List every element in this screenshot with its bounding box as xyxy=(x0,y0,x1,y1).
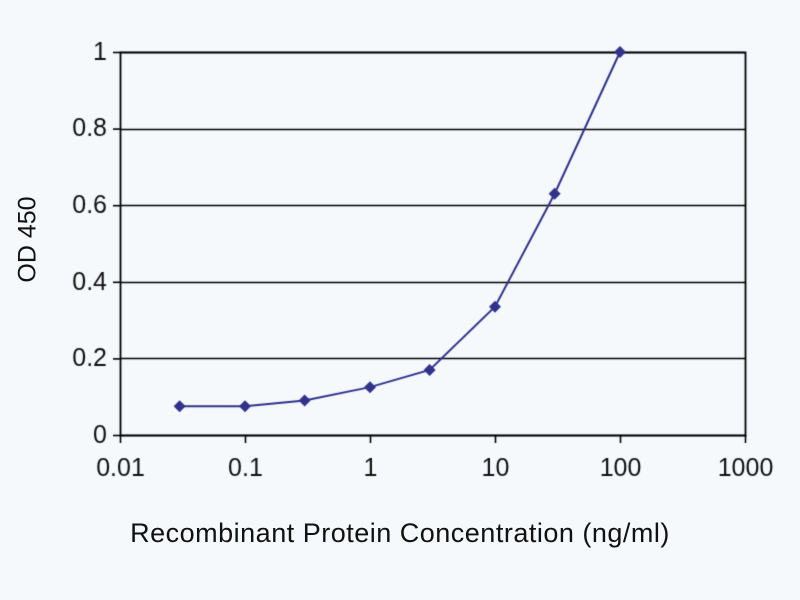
y-axis-title: OD 450 xyxy=(13,196,42,283)
x-axis-title: Recombinant Protein Concentration (ng/ml… xyxy=(130,518,670,548)
